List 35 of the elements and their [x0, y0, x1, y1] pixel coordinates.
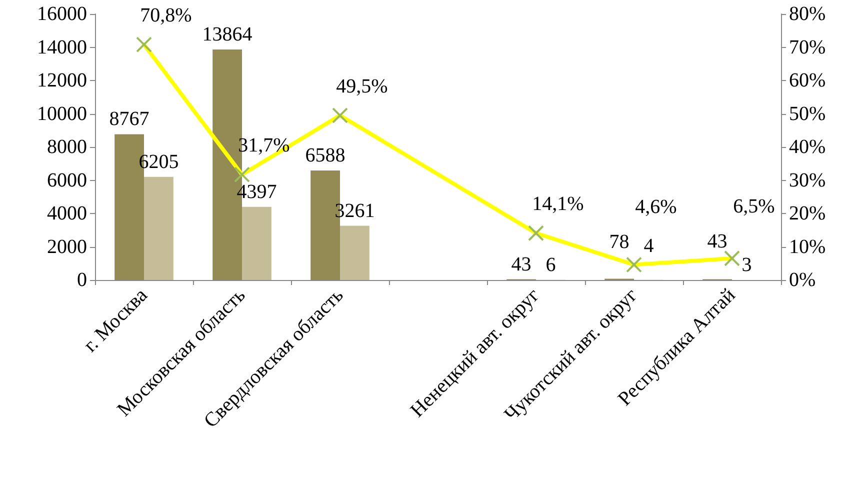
y-tick-label: 8000 [47, 136, 87, 158]
data-label: 4,6% [635, 196, 677, 218]
y-tick-label: 2000 [47, 236, 87, 258]
y2-tick-label: 60% [789, 70, 826, 92]
y2-tick-label: 50% [789, 102, 826, 125]
bar [340, 226, 370, 280]
y2-tick-label: 30% [789, 169, 826, 192]
data-label: 49,5% [336, 75, 388, 98]
data-label: 43 [707, 230, 728, 252]
y-tick-label: 10000 [37, 102, 87, 125]
data-label: 14,1% [532, 193, 584, 216]
y-tick-label: 0 [77, 269, 87, 291]
bar [242, 206, 272, 280]
y2-tick-label: 0% [789, 269, 816, 291]
data-label: 4 [644, 234, 654, 257]
y2-tick-label: 20% [789, 202, 826, 224]
data-label: 13864 [202, 24, 252, 46]
y-tick-label: 14000 [37, 36, 87, 58]
y-tick-label: 12000 [37, 70, 87, 92]
data-label: 3 [742, 254, 752, 276]
data-label: 8767 [109, 108, 150, 130]
bar [144, 176, 174, 280]
y-tick-label: 4000 [47, 202, 87, 224]
data-label: 70,8% [140, 4, 192, 27]
y-tick-label: 6000 [47, 169, 87, 192]
data-label: 78 [609, 230, 630, 253]
y2-tick-label: 70% [789, 36, 826, 58]
y2-tick-label: 10% [789, 236, 826, 258]
data-label: 43 [511, 253, 532, 276]
y2-tick-label: 80% [789, 3, 826, 25]
data-label: 6,5% [733, 195, 775, 218]
y-tick-label: 16000 [37, 3, 87, 25]
data-label: 6 [546, 254, 556, 276]
data-label: 6588 [305, 144, 346, 166]
y2-tick-label: 40% [789, 136, 826, 158]
